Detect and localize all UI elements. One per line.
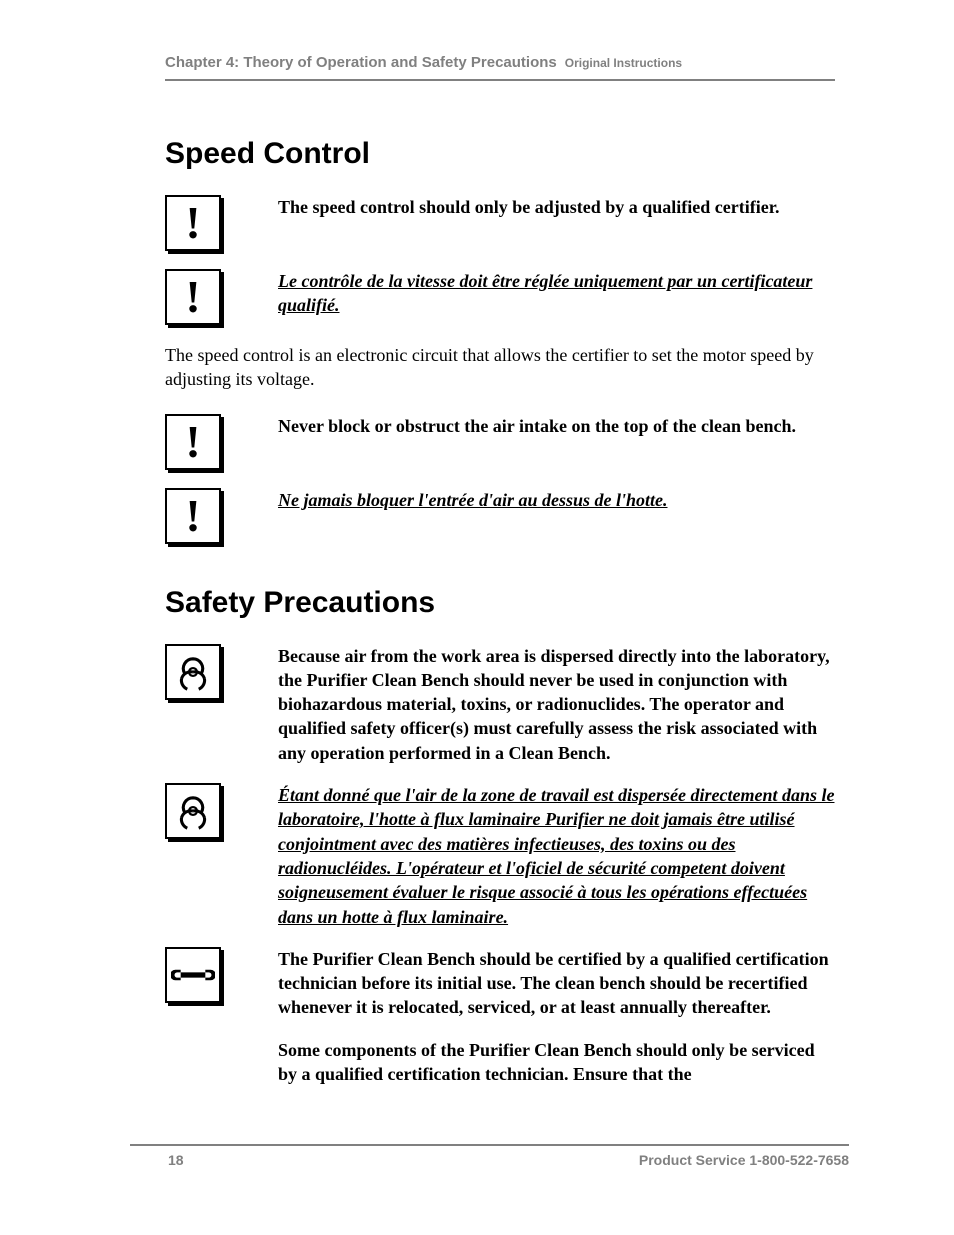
exclamation-icon: ! xyxy=(165,269,221,325)
warning-row: ! Never block or obstruct the air intake… xyxy=(165,414,835,470)
warning-row: ! Le contrôle de la vitesse doit être ré… xyxy=(165,269,835,325)
header-subtitle: Original Instructions xyxy=(565,56,682,70)
running-header: Chapter 4: Theory of Operation and Safet… xyxy=(165,54,835,81)
exclamation-icon: ! xyxy=(165,414,221,470)
warning-text: The speed control should only be adjuste… xyxy=(278,195,835,219)
cert-paragraph: The Purifier Clean Bench should be certi… xyxy=(278,947,835,1020)
section-heading-speed-control: Speed Control xyxy=(165,137,835,171)
safety-text-fr: Étant donné que l'air de la zone de trav… xyxy=(278,783,835,929)
safety-row: Étant donné que l'air de la zone de trav… xyxy=(165,783,835,929)
safety-text: The Purifier Clean Bench should be certi… xyxy=(278,947,835,1086)
safety-row: The Purifier Clean Bench should be certi… xyxy=(165,947,835,1086)
biohazard-icon xyxy=(165,783,221,839)
warning-row: ! Ne jamais bloquer l'entrée d'air au de… xyxy=(165,488,835,544)
page-number: 18 xyxy=(168,1152,184,1168)
section-heading-safety: Safety Precautions xyxy=(165,586,835,620)
warning-text: Never block or obstruct the air intake o… xyxy=(278,414,835,438)
exclamation-icon: ! xyxy=(165,195,221,251)
chapter-title: Chapter 4: Theory of Operation and Safet… xyxy=(165,54,557,71)
footer-service: Product Service 1-800-522-7658 xyxy=(639,1152,849,1168)
biohazard-icon xyxy=(165,644,221,700)
warning-text-fr: Le contrôle de la vitesse doit être régl… xyxy=(278,269,835,318)
page-footer: 18 Product Service 1-800-522-7658 xyxy=(130,1144,849,1168)
service-paragraph: Some components of the Purifier Clean Be… xyxy=(278,1038,835,1087)
safety-row: Because air from the work area is disper… xyxy=(165,644,835,765)
wrench-icon xyxy=(165,947,221,1003)
exclamation-icon: ! xyxy=(165,488,221,544)
warning-text-fr: Ne jamais bloquer l'entrée d'air au dess… xyxy=(278,488,835,512)
body-paragraph: The speed control is an electronic circu… xyxy=(165,343,835,392)
warning-row: ! The speed control should only be adjus… xyxy=(165,195,835,251)
safety-text: Because air from the work area is disper… xyxy=(278,644,835,765)
